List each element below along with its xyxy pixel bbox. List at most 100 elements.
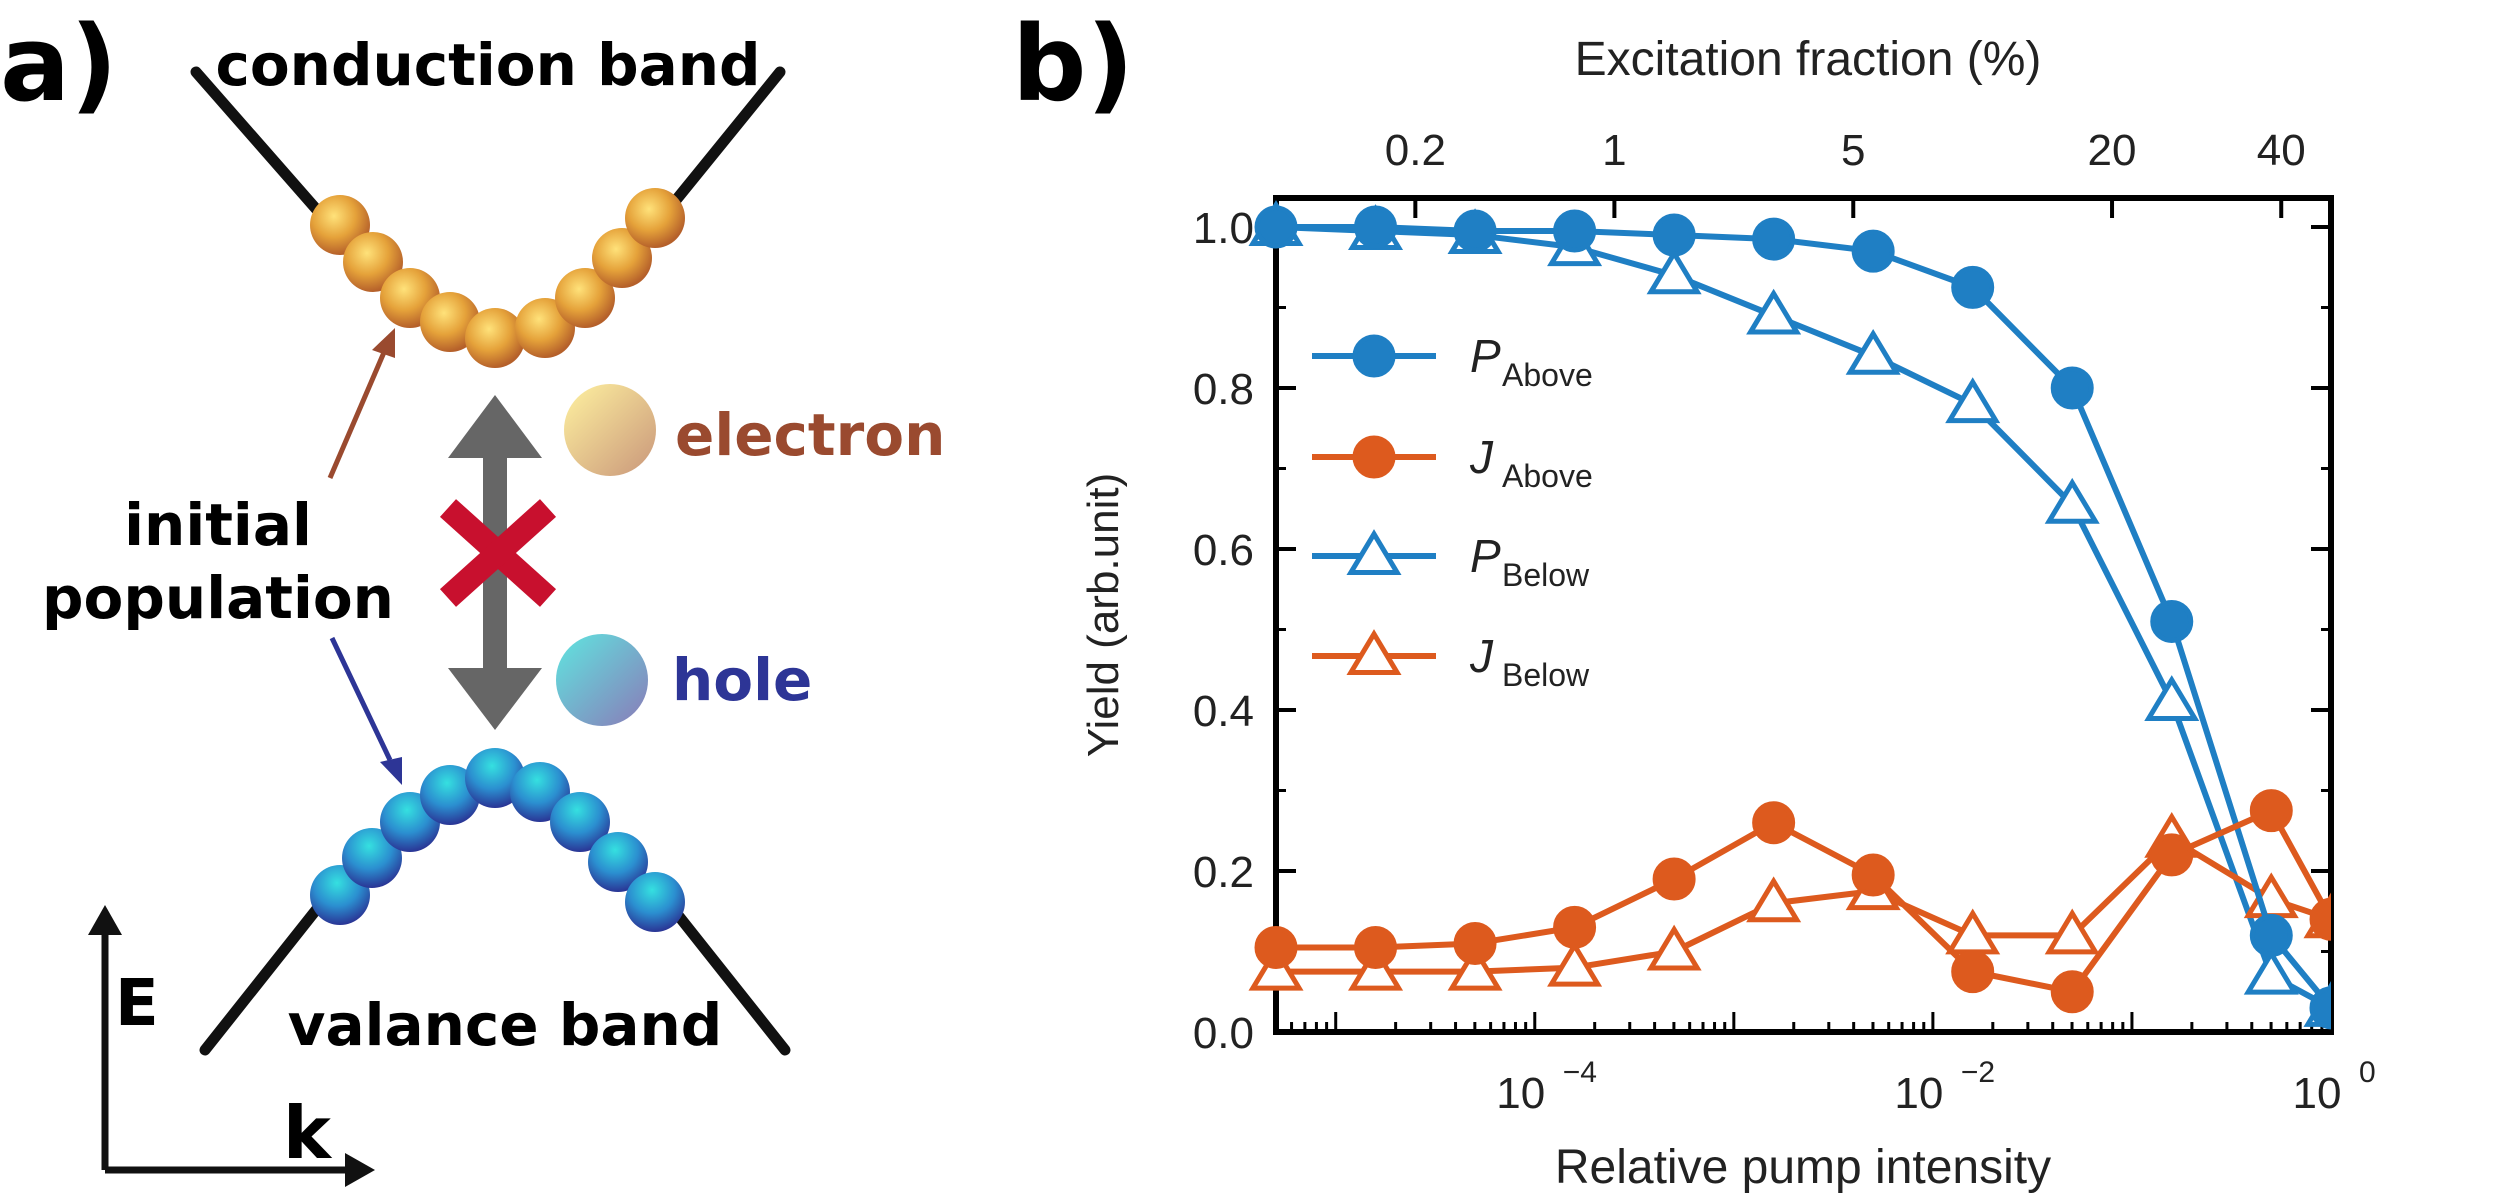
y-axis: 0.0 0.2 0.4 0.6 0.8 1.0 bbox=[1193, 204, 2331, 1058]
axis-e-label: E bbox=[115, 967, 159, 1041]
legend-symbol-j-below: J bbox=[1469, 630, 1494, 682]
data-point-j-above bbox=[1354, 925, 1398, 969]
panel-a-label: a) bbox=[0, 3, 118, 125]
conduction-band-label: conduction band bbox=[215, 31, 760, 99]
data-point-j-above bbox=[1652, 857, 1696, 901]
electron-legend-ball bbox=[564, 384, 656, 476]
data-series bbox=[1248, 200, 2331, 1030]
panel-b-label: b) bbox=[1012, 3, 1134, 125]
data-point-j-above bbox=[1553, 905, 1597, 949]
valance-electrons bbox=[310, 748, 685, 932]
data-point-j-above bbox=[1254, 925, 1298, 969]
top-tick-label: 5 bbox=[1841, 126, 1865, 175]
legend-marker-j-below bbox=[1346, 629, 1402, 675]
data-point-p-below bbox=[2144, 675, 2200, 721]
data-point-p-below bbox=[1945, 377, 2001, 424]
top-axis-title: Excitation fraction (%) bbox=[1575, 33, 2042, 86]
valance-band-left-line bbox=[199, 899, 326, 1056]
electron-ball bbox=[465, 308, 525, 368]
data-point-p-above bbox=[2249, 913, 2293, 957]
data-point-p-below bbox=[1746, 288, 1802, 335]
x-tick-label: 10 bbox=[1894, 1069, 1943, 1118]
data-point-p-below bbox=[2243, 948, 2299, 995]
electron-ball bbox=[343, 232, 403, 292]
electron-label: electron bbox=[675, 401, 945, 469]
conduction-band-right-line bbox=[666, 66, 786, 211]
legend-subscript-j-below: Below bbox=[1502, 657, 1590, 693]
axis-k-label: k bbox=[283, 1091, 333, 1175]
x-tick-exponent: −4 bbox=[1563, 1056, 1597, 1089]
y-tick-label: 0.2 bbox=[1193, 848, 1254, 897]
conduction-electrons bbox=[310, 188, 685, 368]
data-point-j-above bbox=[1951, 950, 1995, 994]
valance-ball bbox=[342, 828, 402, 888]
data-point-p-above bbox=[2050, 366, 2094, 410]
valance-ball bbox=[420, 765, 480, 825]
legend-subscript-p-below: Below bbox=[1502, 557, 1590, 593]
data-point-p-above bbox=[1254, 205, 1298, 249]
data-point-j-above bbox=[1752, 801, 1796, 845]
data-point-p-above bbox=[1951, 265, 1995, 309]
energy-momentum-axes bbox=[88, 905, 375, 1187]
data-point-j-above bbox=[2050, 970, 2094, 1014]
forbidden-cross-icon bbox=[439, 499, 557, 607]
data-point-p-above bbox=[1354, 205, 1398, 249]
electron-ball bbox=[625, 188, 685, 248]
electron-ball bbox=[420, 292, 480, 352]
data-point-j-below bbox=[1746, 876, 1802, 923]
data-point-j-above bbox=[1851, 853, 1895, 897]
data-point-j-above bbox=[1453, 921, 1497, 965]
panel-a: a) conduction band bbox=[0, 3, 945, 1187]
electron-ball bbox=[555, 268, 615, 328]
plot-frame bbox=[1273, 195, 2334, 1035]
y-tick-label: 0.6 bbox=[1193, 526, 1254, 575]
top-tick-label: 0.2 bbox=[1385, 126, 1446, 175]
top-axis: 0.2 1 5 20 40 bbox=[1385, 126, 2306, 218]
data-point-p-below bbox=[1845, 328, 1901, 375]
data-point-j-above bbox=[2150, 833, 2194, 877]
valance-ball bbox=[465, 748, 525, 808]
top-tick-label: 1 bbox=[1602, 126, 1626, 175]
top-tick-label: 40 bbox=[2257, 126, 2306, 175]
legend-subscript-p-above: Above bbox=[1502, 357, 1593, 393]
legend-symbol-p-above: P bbox=[1470, 330, 1501, 382]
data-point-j-above bbox=[2309, 897, 2331, 941]
data-point-p-above bbox=[1652, 213, 1696, 257]
top-tick-label: 20 bbox=[2088, 126, 2137, 175]
pointer-arrow-to-valance bbox=[329, 636, 402, 785]
valance-band-label: valance band bbox=[288, 991, 723, 1059]
legend-marker-p-above bbox=[1352, 334, 1396, 378]
x-tick-exponent: 0 bbox=[2359, 1056, 2376, 1089]
data-point-p-above bbox=[1752, 217, 1796, 261]
y-axis-title: Yield (arb.unit) bbox=[1079, 473, 1128, 758]
pointer-arrow-to-conduction bbox=[327, 328, 395, 479]
legend-symbol-p-below: P bbox=[1470, 530, 1501, 582]
data-point-p-above bbox=[1553, 209, 1597, 253]
y-tick-label: 0.8 bbox=[1193, 365, 1254, 414]
data-point-p-below bbox=[1646, 248, 1702, 295]
y-tick-label: 0.0 bbox=[1193, 1009, 1254, 1058]
hole-label: hole bbox=[672, 646, 812, 714]
data-point-p-above bbox=[2150, 599, 2194, 643]
legend-marker-j-above bbox=[1352, 435, 1396, 479]
data-point-j-above bbox=[2249, 789, 2293, 833]
initial-label: initial bbox=[124, 491, 312, 559]
data-point-j-below bbox=[1447, 944, 1503, 991]
conduction-band-left-line bbox=[190, 66, 323, 216]
legend-subscript-j-above: Above bbox=[1502, 458, 1593, 494]
valance-ball bbox=[588, 832, 648, 892]
x-tick-exponent: −2 bbox=[1961, 1056, 1995, 1089]
y-tick-label: 0.4 bbox=[1193, 687, 1254, 736]
data-point-p-above bbox=[1453, 209, 1497, 253]
x-tick-label: 10 bbox=[1496, 1069, 1545, 1118]
data-point-p-above bbox=[1851, 229, 1895, 273]
valance-ball bbox=[625, 872, 685, 932]
valance-band-right-line bbox=[664, 899, 791, 1056]
data-point-p-below bbox=[2044, 477, 2100, 524]
data-point-j-below bbox=[1646, 924, 1702, 971]
legend-symbol-j-above: J bbox=[1469, 431, 1494, 483]
hole-legend-ball bbox=[556, 634, 648, 726]
panel-b: b) 0.0 0.2 0.4 0.6 0.8 1.0 10 −4 10 −2 10 0 0.2 1 5 2… bbox=[1012, 3, 2376, 1194]
electron-ball bbox=[592, 228, 652, 288]
